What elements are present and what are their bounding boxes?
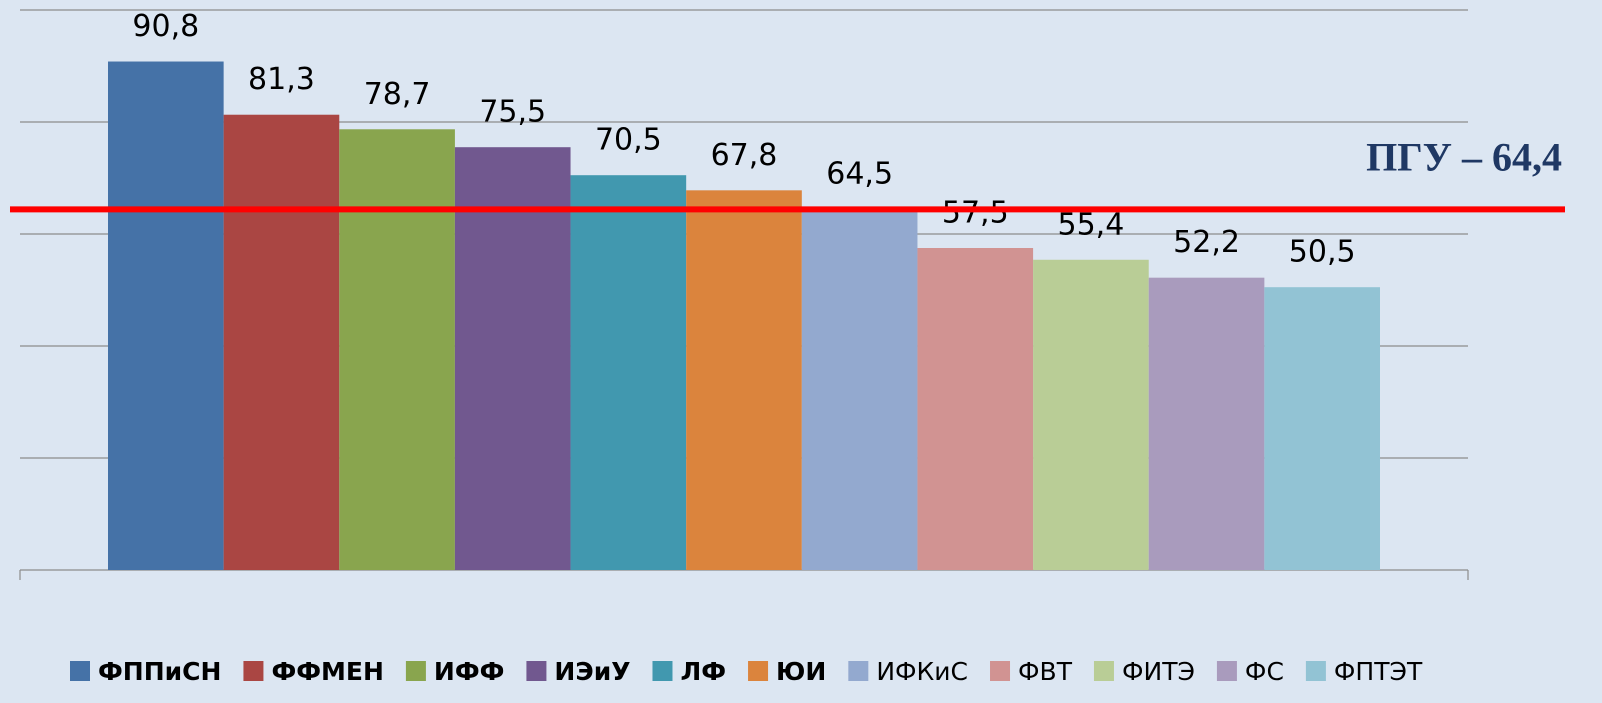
data-label: 55,4 — [1058, 207, 1125, 242]
bar — [1033, 259, 1149, 570]
legend-swatch — [405, 661, 426, 681]
bar — [108, 61, 224, 571]
data-label: 90,8 — [132, 9, 199, 44]
bar — [1264, 287, 1380, 570]
legend-label: ФВТ — [1018, 657, 1073, 686]
bar — [1148, 277, 1265, 570]
data-label: 52,2 — [1173, 225, 1240, 260]
bar — [339, 129, 455, 570]
legend-swatch — [526, 661, 547, 681]
bar — [917, 248, 1034, 570]
legend-label: ФИТЭ — [1122, 657, 1195, 686]
legend-label: ФС — [1245, 657, 1284, 686]
legend-label: ФФМЕН — [271, 657, 383, 686]
legend-label: ЮИ — [776, 657, 826, 686]
legend-swatch — [70, 661, 90, 681]
data-label: 75,5 — [479, 95, 546, 130]
legend-swatch — [990, 661, 1011, 681]
legend-swatch — [1216, 661, 1237, 681]
bar — [686, 190, 802, 570]
data-label: 78,7 — [364, 77, 431, 112]
bar — [570, 175, 687, 570]
reference-label: ПГУ – 64,4 — [1366, 135, 1562, 180]
legend-swatch — [848, 661, 869, 681]
legend-swatch — [748, 661, 769, 681]
data-label: 64,5 — [826, 156, 893, 191]
legend-label: ИФФ — [434, 657, 505, 686]
data-label: 81,3 — [248, 62, 315, 97]
legend-swatch — [1305, 661, 1326, 681]
legend-label: ИЭиУ — [554, 657, 630, 686]
data-label: 70,5 — [595, 123, 662, 158]
legend-label: ЛФ — [680, 657, 726, 686]
data-label: 67,8 — [711, 138, 778, 173]
bar — [223, 114, 340, 570]
legend-swatch — [1093, 661, 1114, 681]
legend-label: ФППиСН — [98, 657, 221, 686]
legend-swatch — [243, 661, 264, 681]
data-label: 50,5 — [1289, 235, 1356, 270]
legend-label: ИФКиС — [876, 657, 968, 686]
bar — [801, 208, 918, 571]
data-label: 57,5 — [942, 196, 1009, 231]
legend-swatch — [652, 661, 673, 681]
legend-label: ФПТЭТ — [1334, 657, 1423, 686]
bar — [454, 147, 571, 570]
